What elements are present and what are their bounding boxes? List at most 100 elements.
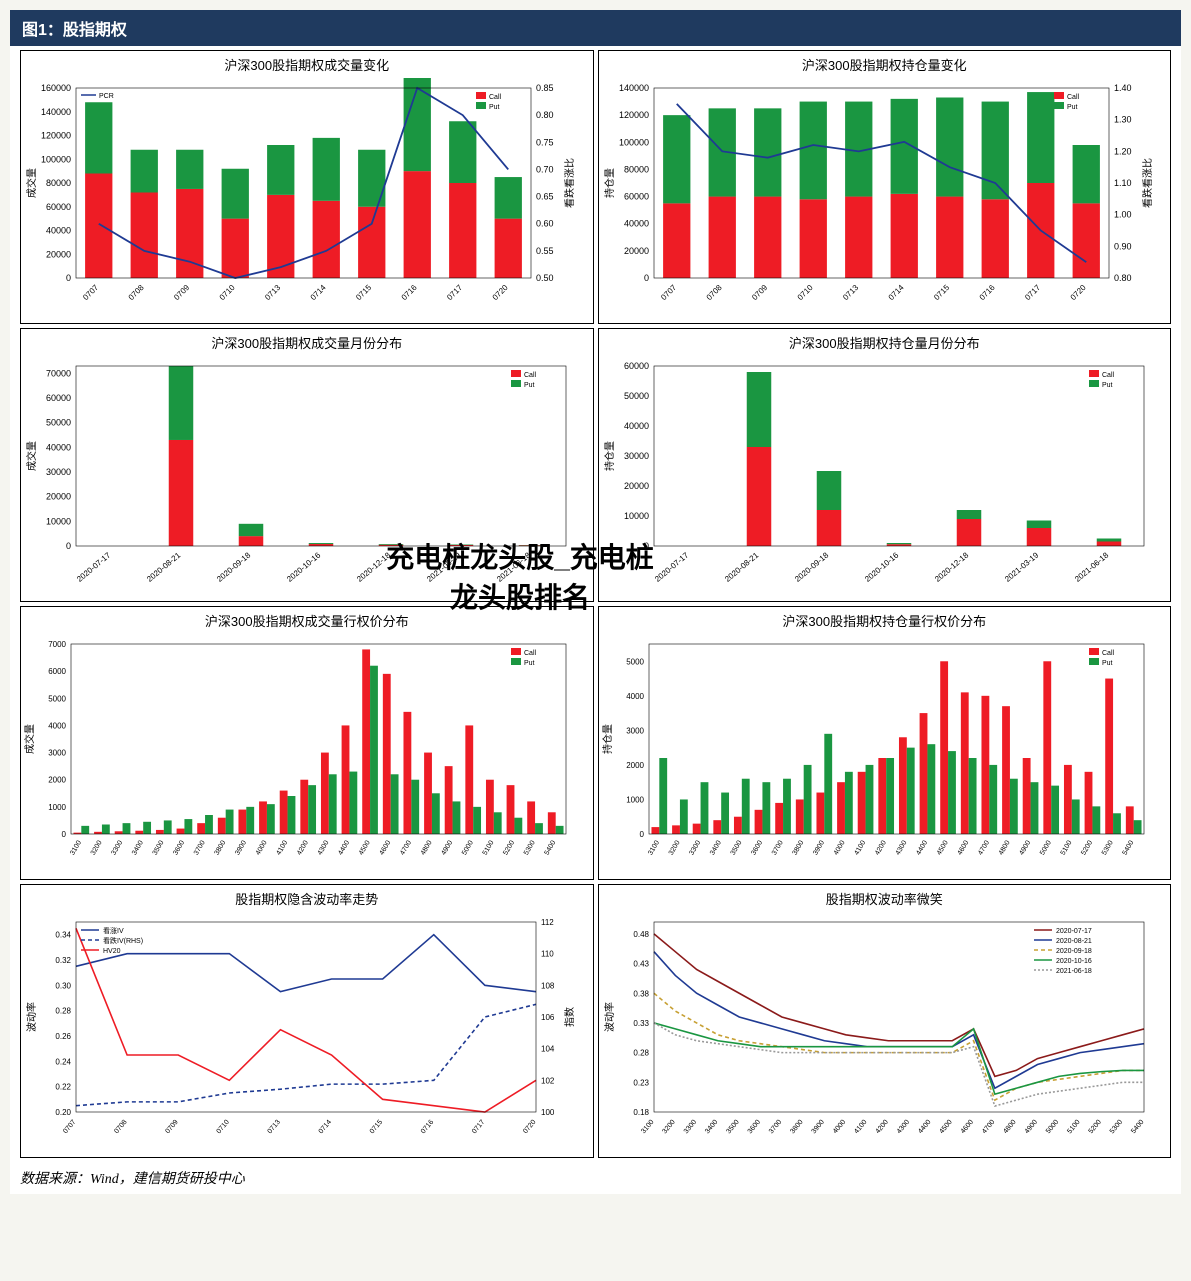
- svg-text:3300: 3300: [682, 1119, 697, 1136]
- svg-text:Call: Call: [524, 372, 537, 379]
- svg-text:Call: Call: [489, 94, 502, 101]
- svg-text:2020-09-18: 2020-09-18: [793, 550, 831, 584]
- svg-text:0.43: 0.43: [633, 960, 649, 969]
- svg-text:3100: 3100: [69, 839, 83, 856]
- svg-text:3300: 3300: [688, 839, 702, 856]
- svg-text:4300: 4300: [895, 1119, 910, 1136]
- svg-text:5100: 5100: [1059, 839, 1073, 856]
- svg-text:0.30: 0.30: [55, 981, 71, 990]
- chart-5-title: 沪深300股指期权成交量行权价分布: [21, 607, 593, 634]
- svg-text:0717: 0717: [1023, 283, 1042, 302]
- svg-text:看跌看涨比: 看跌看涨比: [563, 158, 576, 208]
- svg-text:3900: 3900: [234, 839, 248, 856]
- svg-text:0715: 0715: [354, 283, 373, 302]
- svg-text:10000: 10000: [623, 511, 648, 521]
- svg-text:4100: 4100: [853, 839, 867, 856]
- svg-text:2021-06-18: 2021-06-18: [495, 550, 533, 584]
- svg-text:6000: 6000: [48, 667, 66, 676]
- svg-text:3700: 3700: [770, 839, 784, 856]
- chart-7: 股指期权隐含波动率走势0.200.220.240.260.280.300.320…: [20, 884, 594, 1158]
- chart-grid: 沪深300股指期权成交量变化02000040000600008000010000…: [10, 46, 1181, 1162]
- svg-text:4600: 4600: [379, 839, 393, 856]
- svg-text:指数: 指数: [563, 1007, 576, 1027]
- svg-text:4000: 4000: [626, 692, 644, 701]
- svg-text:0.80: 0.80: [1114, 273, 1132, 283]
- svg-text:看涨IV: 看涨IV: [103, 926, 124, 935]
- svg-text:2021-03-19: 2021-03-19: [425, 550, 463, 584]
- svg-text:0716: 0716: [420, 1119, 435, 1136]
- svg-text:106: 106: [541, 1013, 555, 1022]
- svg-text:0.70: 0.70: [536, 164, 554, 174]
- svg-text:看跌IV(RHS): 看跌IV(RHS): [103, 936, 143, 945]
- page-container: 图1：股指期权 沪深300股指期权成交量变化020000400006000080…: [10, 10, 1181, 1194]
- svg-text:2021-03-19: 2021-03-19: [1003, 550, 1041, 584]
- chart-2-title: 沪深300股指期权持仓量变化: [599, 51, 1171, 78]
- svg-text:0707: 0707: [659, 283, 678, 302]
- svg-text:20000: 20000: [46, 249, 71, 259]
- svg-text:0713: 0713: [267, 1119, 282, 1136]
- svg-text:0.50: 0.50: [536, 273, 554, 283]
- svg-text:5200: 5200: [1087, 1119, 1102, 1136]
- svg-text:0714: 0714: [318, 1119, 333, 1136]
- svg-text:5000: 5000: [48, 694, 66, 703]
- svg-text:4800: 4800: [420, 839, 434, 856]
- svg-text:3400: 3400: [704, 1119, 719, 1136]
- svg-text:4800: 4800: [1002, 1119, 1017, 1136]
- svg-text:3800: 3800: [789, 1119, 804, 1136]
- svg-text:3700: 3700: [193, 839, 207, 856]
- svg-text:5400: 5400: [544, 839, 558, 856]
- svg-text:0.34: 0.34: [55, 931, 71, 940]
- svg-text:3200: 3200: [661, 1119, 676, 1136]
- svg-text:60000: 60000: [623, 361, 648, 371]
- svg-text:4700: 4700: [977, 839, 991, 856]
- svg-text:3300: 3300: [110, 839, 124, 856]
- svg-text:成交量: 成交量: [23, 724, 36, 754]
- svg-text:0720: 0720: [522, 1119, 537, 1136]
- svg-text:0709: 0709: [164, 1119, 179, 1136]
- svg-text:5000: 5000: [1039, 839, 1053, 856]
- chart-8: 股指期权波动率微笑0.180.230.280.330.380.430.48310…: [598, 884, 1172, 1158]
- svg-text:0.22: 0.22: [55, 1083, 71, 1092]
- svg-text:0715: 0715: [932, 283, 951, 302]
- svg-text:0: 0: [62, 830, 67, 839]
- svg-text:0709: 0709: [172, 283, 191, 302]
- svg-text:波动率: 波动率: [25, 1002, 38, 1032]
- svg-text:4200: 4200: [874, 1119, 889, 1136]
- svg-text:120000: 120000: [618, 110, 648, 120]
- svg-text:5200: 5200: [502, 839, 516, 856]
- svg-text:100000: 100000: [41, 154, 71, 164]
- svg-text:2000: 2000: [48, 776, 66, 785]
- svg-text:1.30: 1.30: [1114, 115, 1132, 125]
- svg-text:40000: 40000: [46, 442, 71, 452]
- svg-text:0707: 0707: [81, 283, 100, 302]
- svg-text:Put: Put: [524, 660, 535, 667]
- svg-text:3600: 3600: [750, 839, 764, 856]
- svg-text:Call: Call: [1102, 372, 1115, 379]
- svg-text:0.28: 0.28: [55, 1007, 71, 1016]
- svg-text:112: 112: [541, 918, 554, 927]
- svg-text:4100: 4100: [275, 839, 289, 856]
- svg-text:2000: 2000: [626, 761, 644, 770]
- svg-text:Call: Call: [524, 650, 537, 657]
- svg-text:5000: 5000: [1044, 1119, 1059, 1136]
- svg-text:4000: 4000: [831, 1119, 846, 1136]
- svg-text:0708: 0708: [113, 1119, 128, 1136]
- svg-text:0.18: 0.18: [633, 1108, 649, 1117]
- svg-text:波动率: 波动率: [603, 1002, 616, 1032]
- svg-text:3100: 3100: [640, 1119, 655, 1136]
- svg-text:5200: 5200: [1080, 839, 1094, 856]
- svg-text:5000: 5000: [626, 657, 644, 666]
- svg-text:PCR: PCR: [99, 93, 114, 100]
- svg-text:4800: 4800: [997, 839, 1011, 856]
- svg-text:HV20: HV20: [103, 948, 121, 955]
- chart-3-title: 沪深300股指期权成交量月份分布: [21, 329, 593, 356]
- svg-text:5100: 5100: [482, 839, 496, 856]
- svg-text:0.38: 0.38: [633, 989, 649, 998]
- svg-text:2020-07-17: 2020-07-17: [653, 550, 691, 584]
- svg-text:看跌看涨比: 看跌看涨比: [1141, 158, 1154, 208]
- svg-text:0.85: 0.85: [536, 83, 554, 93]
- svg-text:50000: 50000: [623, 391, 648, 401]
- svg-text:3500: 3500: [729, 839, 743, 856]
- svg-text:4200: 4200: [874, 839, 888, 856]
- svg-text:0708: 0708: [704, 283, 723, 302]
